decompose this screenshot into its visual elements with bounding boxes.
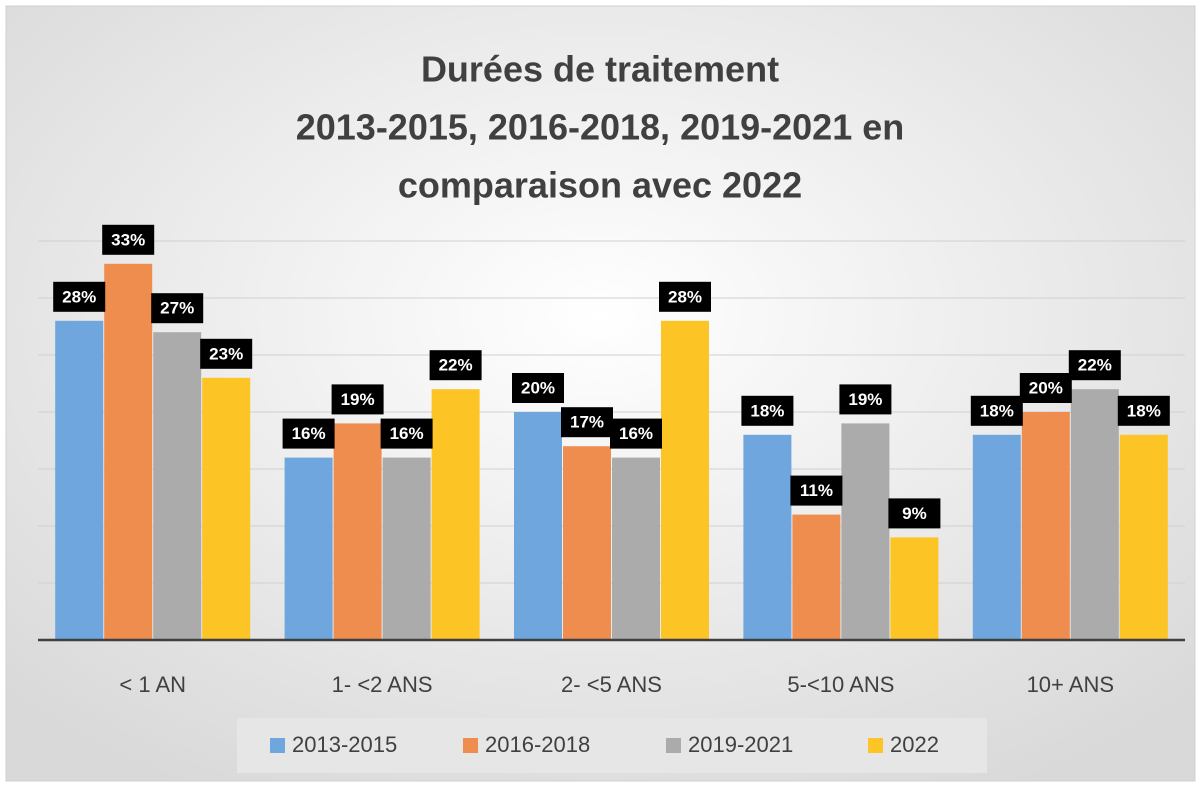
- legend-box: [237, 718, 987, 773]
- data-label-box: [561, 407, 613, 438]
- data-label-box: [741, 395, 794, 426]
- legend-label: 2019-2021: [688, 732, 793, 757]
- data-label-box: [200, 338, 253, 369]
- data-label-box: [429, 350, 482, 381]
- bar: [743, 434, 792, 640]
- chart-title: comparaison avec 2022: [398, 165, 802, 206]
- data-label: 33%: [111, 230, 145, 249]
- data-label-box: [839, 384, 892, 415]
- data-label-box: [380, 418, 433, 449]
- data-label-box: [512, 373, 564, 403]
- x-tick-label: 10+ ANS: [1027, 672, 1114, 697]
- data-label: 9%: [902, 504, 927, 523]
- data-label-box: [970, 395, 1023, 426]
- legend-swatch: [270, 738, 285, 753]
- bar: [792, 514, 841, 640]
- bar: [431, 389, 480, 640]
- bar: [333, 423, 382, 640]
- data-label: 11%: [800, 481, 833, 500]
- chart-title: Durées de traitement: [421, 49, 779, 90]
- data-label: 18%: [1127, 401, 1161, 420]
- chart-title: 2013-2015, 2016-2018, 2019-2021 en: [296, 107, 905, 148]
- data-label: 22%: [439, 356, 473, 375]
- bar: [563, 446, 611, 640]
- data-label-box: [888, 498, 941, 529]
- data-label: 20%: [521, 378, 555, 397]
- data-label-box: [659, 281, 711, 312]
- data-label-box: [331, 384, 384, 415]
- data-label: 16%: [292, 424, 326, 443]
- bar: [1021, 412, 1070, 640]
- data-label: 28%: [668, 287, 702, 306]
- legend-swatch: [868, 738, 883, 753]
- data-label-box: [610, 418, 662, 449]
- data-label: 19%: [341, 390, 375, 409]
- data-label-box: [282, 418, 335, 449]
- bar: [661, 320, 709, 640]
- x-tick-label: < 1 AN: [119, 672, 186, 697]
- bar: [104, 263, 153, 640]
- data-label-box: [1117, 395, 1170, 426]
- legend-swatch: [463, 738, 478, 753]
- data-label-box: [1019, 373, 1072, 403]
- bar: [841, 423, 890, 640]
- legend-label: 2013-2015: [292, 732, 397, 757]
- bar: [202, 377, 251, 640]
- bar: [612, 457, 660, 640]
- data-label-box: [102, 224, 155, 255]
- data-label: 18%: [750, 401, 784, 420]
- data-label-box: [790, 475, 843, 506]
- data-label: 17%: [570, 413, 604, 432]
- data-label-box: [1068, 350, 1121, 381]
- data-label: 28%: [62, 287, 96, 306]
- legend-label: 2022: [890, 732, 939, 757]
- bar: [514, 412, 562, 640]
- bar: [1070, 389, 1119, 640]
- legend-swatch: [666, 738, 681, 753]
- legend-label: 2016-2018: [485, 732, 590, 757]
- bar: [972, 434, 1021, 640]
- data-label: 16%: [619, 424, 653, 443]
- bar: [55, 320, 104, 640]
- data-label: 20%: [1029, 378, 1063, 397]
- data-label: 22%: [1078, 356, 1112, 375]
- x-tick-label: 2- <5 ANS: [561, 672, 662, 697]
- x-tick-label: 1- <2 ANS: [332, 672, 433, 697]
- bar: [153, 332, 202, 640]
- data-label-box: [151, 293, 204, 324]
- data-label-box: [53, 281, 106, 312]
- x-tick-label: 5-<10 ANS: [787, 672, 894, 697]
- bar: [382, 457, 431, 640]
- bar: [284, 457, 333, 640]
- data-label: 19%: [848, 390, 882, 409]
- data-label: 16%: [390, 424, 424, 443]
- bar: [890, 537, 939, 640]
- data-label: 27%: [160, 299, 194, 318]
- bar: [1119, 434, 1168, 640]
- data-label: 18%: [980, 401, 1014, 420]
- data-label: 23%: [209, 344, 243, 363]
